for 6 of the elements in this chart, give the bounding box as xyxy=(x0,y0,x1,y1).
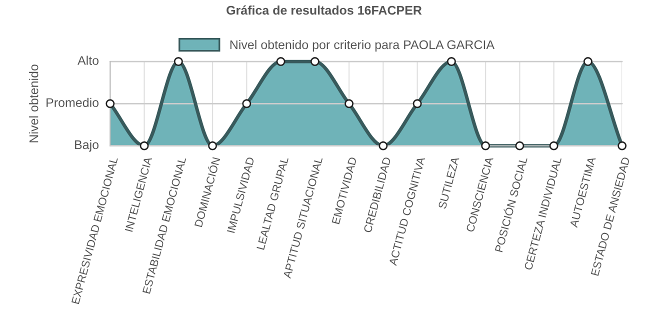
y-axis-title: Nivel obtenido xyxy=(29,64,38,142)
legend-label: Nivel obtenido por criterio para PAOLA GARCIA xyxy=(230,40,495,52)
ref-line-label: Promedio xyxy=(46,98,99,108)
chart-title: Gráfica de resultados 16FACPER xyxy=(226,5,422,15)
ref-line-label: Bajo xyxy=(75,140,99,152)
ref-line-label: Alto xyxy=(78,56,99,65)
